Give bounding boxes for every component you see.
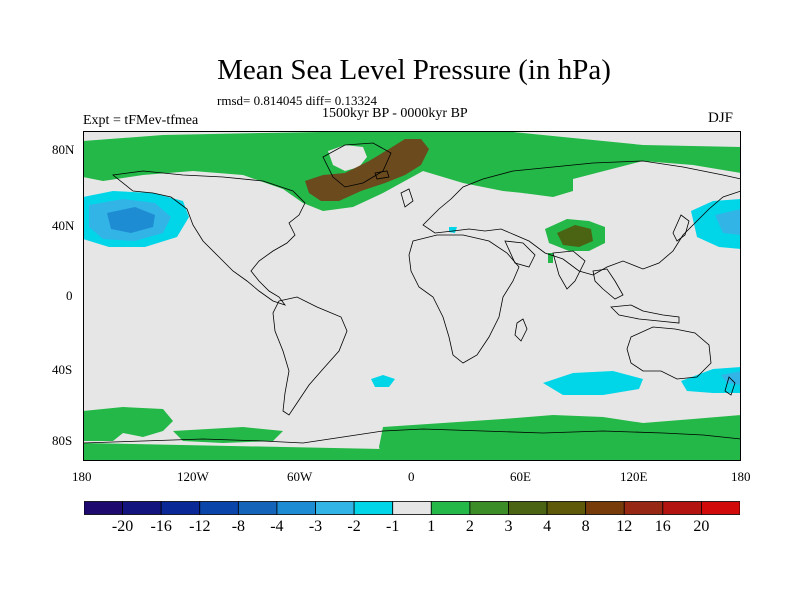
- colorbar-swatch: [276, 501, 316, 515]
- lat-tick-80n: 80N: [52, 142, 75, 157]
- contour-antarctic-east: [379, 415, 741, 461]
- colorbar-label: -20: [111, 518, 134, 535]
- contour-spac-low-core: [721, 371, 741, 385]
- colorbar-swatch: [701, 501, 740, 515]
- lon-tick-120w: 120W: [177, 469, 209, 484]
- rmsd-diff-stats: rmsd= 0.814045 diff= 0.13324: [217, 93, 377, 108]
- colorbar-swatch: [662, 501, 702, 515]
- lat-tick-80s: 80S: [52, 433, 73, 448]
- coastlines: [83, 142, 741, 444]
- colorbar-label: -8: [231, 518, 246, 535]
- lat-tick-40s: 40S: [52, 362, 73, 377]
- colorbar-swatch: [237, 501, 278, 515]
- contour-antarctic-west: [83, 407, 173, 441]
- lat-tick-0: 0: [66, 288, 73, 303]
- colorbar-swatch: [508, 501, 548, 515]
- colorbar-swatch: [469, 501, 509, 515]
- colorbar-label: 4: [543, 518, 552, 535]
- contour-npac-low-inner: [107, 207, 155, 233]
- map-frame: [83, 131, 741, 461]
- season-label: DJF: [708, 110, 734, 126]
- colorbar-label: -4: [270, 518, 284, 535]
- contour-wpac-low-core: [715, 209, 741, 235]
- contour-greenland-gap: [328, 145, 367, 171]
- colorbar-label: 1: [427, 518, 436, 535]
- colorbar: [84, 501, 740, 515]
- colorbar-swatch: [122, 501, 162, 515]
- contour-satl-low: [371, 375, 395, 387]
- colorbar-swatch: [546, 501, 587, 515]
- colorbar-label: 20: [693, 518, 710, 535]
- colorbar-swatch: [199, 501, 239, 515]
- contour-atlantic-high: [305, 139, 429, 201]
- colorbar-label: 3: [504, 518, 513, 535]
- colorbar-swatch: [84, 501, 123, 515]
- colorbar-label: -16: [150, 518, 172, 535]
- colorbar-swatch: [392, 501, 432, 515]
- contour-antarctic-south: [83, 443, 383, 461]
- map-background: [83, 131, 741, 461]
- lon-tick-60w: 60W: [287, 469, 313, 484]
- lon-tick-180e: 180: [731, 469, 751, 484]
- colorbar-swatch: [160, 501, 201, 515]
- contour-arctic-green: [83, 131, 741, 211]
- colorbar-label: -12: [189, 518, 211, 535]
- pressure-anomaly-map: [83, 131, 741, 461]
- contour-wpac-low: [691, 199, 741, 249]
- colorbar-label: 2: [465, 518, 474, 535]
- colorbar-label: 12: [616, 518, 633, 535]
- colorbar-swatch: [585, 501, 625, 515]
- lon-tick-60e: 60E: [510, 469, 531, 484]
- contour-sio-low: [543, 371, 643, 395]
- lon-tick-0: 0: [408, 469, 415, 484]
- colorbar-label: -3: [308, 518, 323, 535]
- colorbar-label: 16: [654, 518, 671, 535]
- colorbar-label: -2: [347, 518, 361, 535]
- lat-tick-40n: 40N: [52, 218, 75, 233]
- chart-title: Mean Sea Level Pressure (in hPa): [217, 54, 611, 86]
- colorbar-swatch: [623, 501, 664, 515]
- contour-tibet-olive: [557, 225, 593, 247]
- colorbar-swatch: [315, 501, 355, 515]
- lon-tick-120e: 120E: [620, 469, 648, 484]
- lon-tick-180w: 180: [72, 469, 92, 484]
- colorbar-swatch: [430, 501, 471, 515]
- colorbar-swatch: [353, 501, 394, 515]
- period-label: 1500kyr BP - 0000kyr BP: [322, 106, 468, 121]
- experiment-label: Expt = tFMev-tfmea: [83, 113, 199, 128]
- contour-siberia-green: [483, 159, 573, 197]
- colorbar-label: 8: [581, 518, 590, 535]
- colorbar-label: -1: [386, 518, 400, 535]
